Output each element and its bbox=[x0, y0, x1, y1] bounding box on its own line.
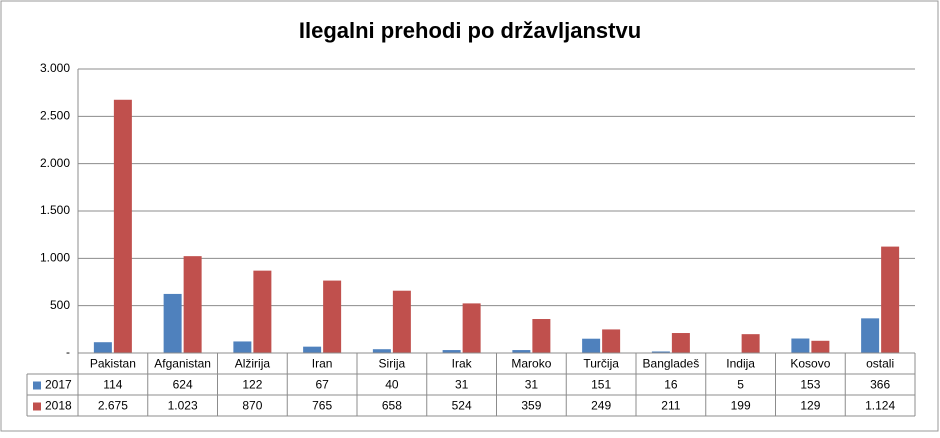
table-value: 366 bbox=[870, 378, 890, 392]
bar bbox=[323, 281, 341, 353]
y-tick-label: 1.500 bbox=[40, 203, 70, 217]
bar bbox=[393, 291, 411, 353]
bar bbox=[303, 347, 321, 353]
legend-swatch bbox=[33, 403, 41, 411]
table-value: 658 bbox=[382, 399, 402, 413]
x-tick-label: Maroko bbox=[511, 357, 551, 371]
bar bbox=[602, 329, 620, 353]
bar bbox=[582, 339, 600, 353]
bar bbox=[94, 342, 112, 353]
table-value: 40 bbox=[385, 378, 399, 392]
bar bbox=[861, 318, 879, 353]
x-tick-label: Irak bbox=[452, 357, 473, 371]
y-tick-label: 3.000 bbox=[40, 61, 70, 75]
bar bbox=[463, 303, 481, 353]
legend-label: 2017 bbox=[45, 378, 72, 392]
table-value: 624 bbox=[173, 378, 193, 392]
table-value: 765 bbox=[312, 399, 332, 413]
bar bbox=[811, 341, 829, 353]
chart-title: Ilegalni prehodi po državljanstvu bbox=[299, 18, 641, 43]
x-tick-label: Sirija bbox=[379, 357, 406, 371]
table-value: 199 bbox=[731, 399, 751, 413]
x-tick-label: Turčija bbox=[583, 357, 619, 371]
table-value: 524 bbox=[452, 399, 472, 413]
bar bbox=[742, 334, 760, 353]
y-tick-label: 2.000 bbox=[40, 156, 70, 170]
x-tick-label: Bangladeš bbox=[643, 357, 700, 371]
bar bbox=[373, 349, 391, 353]
table-value: 359 bbox=[521, 399, 541, 413]
bar bbox=[164, 294, 182, 353]
x-tick-label: Pakistan bbox=[90, 357, 136, 371]
x-tick-label: Indija bbox=[726, 357, 755, 371]
table-value: 31 bbox=[525, 378, 539, 392]
table-value: 5 bbox=[737, 378, 744, 392]
y-tick-label: 2.500 bbox=[40, 109, 70, 123]
bar bbox=[184, 256, 202, 353]
table-value: 211 bbox=[661, 399, 680, 413]
table-value: 151 bbox=[591, 378, 611, 392]
table-value: 249 bbox=[591, 399, 611, 413]
bar bbox=[532, 319, 550, 353]
x-tick-label: Afganistan bbox=[154, 357, 211, 371]
bar bbox=[672, 333, 690, 353]
table-value: 1.023 bbox=[168, 399, 198, 413]
y-tick-label: 500 bbox=[50, 298, 70, 312]
legend-swatch bbox=[33, 382, 41, 390]
table-value: 67 bbox=[315, 378, 329, 392]
bar bbox=[791, 339, 809, 353]
table-value: 114 bbox=[103, 378, 122, 392]
bar bbox=[881, 247, 899, 353]
bar bbox=[114, 100, 132, 353]
table-value: 122 bbox=[242, 378, 262, 392]
table-value: 16 bbox=[664, 378, 678, 392]
bar bbox=[253, 271, 271, 353]
x-tick-label: Iran bbox=[312, 357, 333, 371]
legend-label: 2018 bbox=[45, 399, 72, 413]
table-value: 129 bbox=[800, 399, 820, 413]
x-tick-label: Kosovo bbox=[790, 357, 830, 371]
y-tick-label: 1.000 bbox=[40, 251, 70, 265]
x-tick-label: Alžirija bbox=[235, 357, 271, 371]
x-tick-label: ostali bbox=[866, 357, 894, 371]
table-value: 1.124 bbox=[865, 399, 895, 413]
y-tick-label: - bbox=[66, 345, 70, 359]
table-value: 2.675 bbox=[98, 399, 128, 413]
table-value: 870 bbox=[242, 399, 262, 413]
bar bbox=[233, 341, 251, 353]
table-value: 153 bbox=[800, 378, 820, 392]
table-value: 31 bbox=[455, 378, 469, 392]
